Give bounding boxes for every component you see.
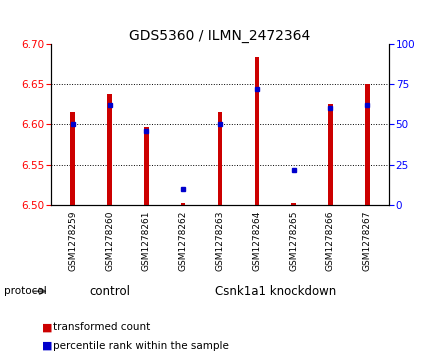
Text: GSM1278267: GSM1278267 (363, 211, 372, 271)
Bar (107, 94, 112, 205)
Bar (181, 203, 185, 205)
Text: GSM1278260: GSM1278260 (105, 211, 114, 271)
Text: GSM1278265: GSM1278265 (289, 211, 298, 271)
Text: GSM1278266: GSM1278266 (326, 211, 335, 271)
Text: GSM1278264: GSM1278264 (252, 211, 261, 271)
Bar (365, 84, 370, 205)
Title: GDS5360 / ILMN_2472364: GDS5360 / ILMN_2472364 (129, 29, 311, 42)
Text: GSM1278262: GSM1278262 (179, 211, 188, 271)
Text: ■: ■ (42, 322, 52, 333)
Bar (328, 104, 333, 205)
Text: percentile rank within the sample: percentile rank within the sample (53, 340, 229, 351)
Text: GSM1278261: GSM1278261 (142, 211, 151, 271)
Text: transformed count: transformed count (53, 322, 150, 333)
Bar (291, 203, 296, 205)
Text: control: control (89, 285, 130, 298)
Text: ■: ■ (42, 340, 52, 351)
Bar (218, 112, 222, 205)
Bar (70, 112, 75, 205)
Text: protocol: protocol (4, 286, 47, 296)
Text: GSM1278259: GSM1278259 (68, 211, 77, 271)
Bar (255, 57, 259, 205)
Bar (144, 127, 149, 205)
Text: Csnk1a1 knockdown: Csnk1a1 knockdown (215, 285, 336, 298)
Text: GSM1278263: GSM1278263 (216, 211, 224, 271)
